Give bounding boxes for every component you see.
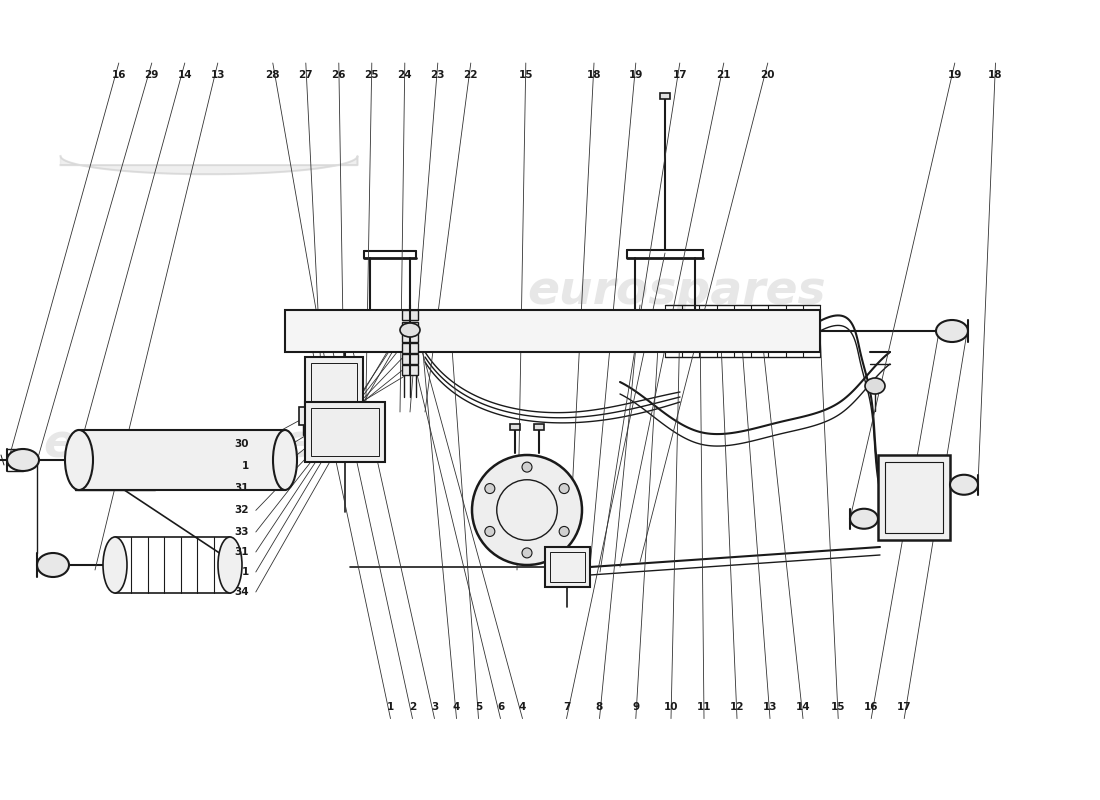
Bar (302, 425, 365, 435)
Text: 9: 9 (632, 702, 639, 712)
Text: 24: 24 (397, 70, 412, 80)
Ellipse shape (218, 537, 242, 593)
Text: 30: 30 (234, 439, 249, 449)
Text: 8: 8 (596, 702, 603, 712)
Bar (285, 310, 820, 352)
Ellipse shape (950, 474, 978, 494)
Bar (534, 424, 544, 430)
Text: 31: 31 (234, 547, 249, 557)
Ellipse shape (485, 483, 495, 494)
Ellipse shape (485, 526, 495, 537)
Text: 31: 31 (234, 483, 249, 493)
Text: 28: 28 (265, 70, 280, 80)
Ellipse shape (522, 548, 532, 558)
Ellipse shape (850, 509, 878, 529)
Bar (305, 402, 385, 462)
Text: 17: 17 (896, 702, 912, 712)
Text: 27: 27 (298, 70, 314, 80)
Bar (402, 365, 418, 375)
Ellipse shape (936, 320, 968, 342)
Bar (402, 322, 418, 332)
Text: 11: 11 (696, 702, 712, 712)
Bar (886, 462, 943, 533)
Text: 20: 20 (760, 70, 775, 80)
Bar (660, 93, 670, 99)
Bar (510, 424, 520, 430)
Text: 26: 26 (331, 70, 346, 80)
Text: 7: 7 (563, 702, 570, 712)
Text: 16: 16 (111, 70, 126, 80)
Text: 15: 15 (830, 702, 846, 712)
Text: 25: 25 (364, 70, 380, 80)
Text: 34: 34 (234, 587, 249, 597)
Text: 17: 17 (672, 70, 688, 80)
Ellipse shape (7, 449, 39, 471)
Text: 18: 18 (586, 70, 602, 80)
Bar (550, 552, 585, 582)
Bar (79, 430, 285, 490)
Text: 10: 10 (663, 702, 679, 712)
Ellipse shape (37, 553, 69, 577)
Text: 16: 16 (864, 702, 879, 712)
Text: 1: 1 (242, 461, 249, 470)
Text: 1: 1 (242, 567, 249, 577)
Text: 6: 6 (497, 702, 504, 712)
Ellipse shape (103, 537, 127, 593)
Text: 29: 29 (144, 70, 159, 80)
Bar (311, 408, 379, 456)
Text: 32: 32 (234, 506, 249, 515)
Bar (311, 363, 358, 401)
Bar (305, 357, 363, 407)
Bar (878, 455, 950, 540)
Bar (544, 547, 590, 587)
Text: 13: 13 (210, 70, 225, 80)
Text: 4: 4 (519, 702, 526, 712)
Text: 21: 21 (716, 70, 732, 80)
Text: 1: 1 (387, 702, 394, 712)
Ellipse shape (559, 483, 569, 494)
Text: 12: 12 (729, 702, 745, 712)
Ellipse shape (559, 526, 569, 537)
Ellipse shape (522, 462, 532, 472)
Text: 13: 13 (762, 702, 778, 712)
Ellipse shape (273, 430, 297, 490)
Text: eurospares: eurospares (527, 270, 826, 314)
Ellipse shape (472, 455, 582, 565)
Text: 33: 33 (234, 527, 249, 537)
Text: 18: 18 (988, 70, 1003, 80)
Text: 2: 2 (409, 702, 416, 712)
Ellipse shape (400, 323, 420, 337)
Text: 22: 22 (463, 70, 478, 80)
Bar (402, 310, 418, 320)
Bar (402, 343, 418, 353)
Ellipse shape (65, 430, 94, 490)
Text: 4: 4 (453, 702, 460, 712)
Ellipse shape (865, 378, 886, 394)
Text: 5: 5 (475, 702, 482, 712)
Text: 14: 14 (795, 702, 811, 712)
Text: 23: 23 (430, 70, 446, 80)
Text: 3: 3 (431, 702, 438, 712)
Text: 19: 19 (947, 70, 962, 80)
Text: 19: 19 (628, 70, 643, 80)
Text: 15: 15 (518, 70, 534, 80)
Text: eurospares: eurospares (43, 422, 342, 466)
Bar (402, 354, 418, 364)
Text: 14: 14 (177, 70, 192, 80)
Polygon shape (60, 156, 358, 174)
Bar (299, 407, 369, 425)
Bar (402, 332, 418, 342)
